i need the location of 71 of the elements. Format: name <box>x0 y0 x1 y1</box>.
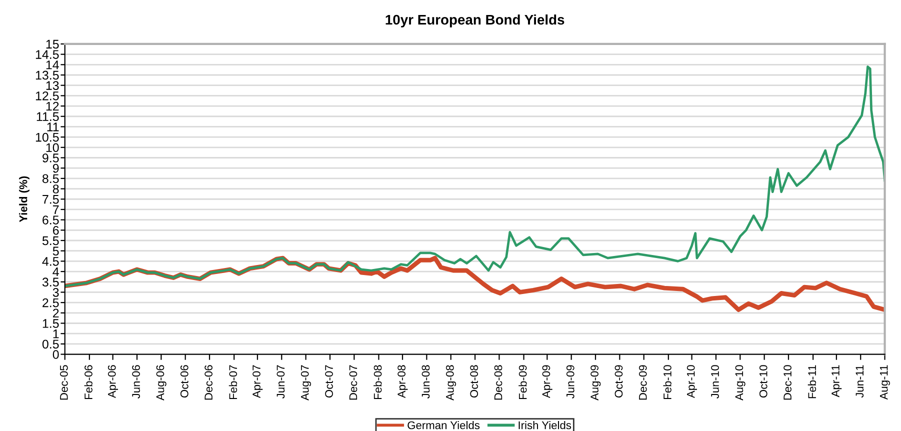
x-tick-label: Jun-07 <box>276 365 285 398</box>
y-tick-label: 14 <box>46 60 59 70</box>
x-tick-label: Jun-11 <box>856 365 864 398</box>
y-tick-label: 5.5 <box>42 236 59 246</box>
x-tick-label: Apr-06 <box>108 365 118 398</box>
y-tick-label: 10 <box>46 143 59 152</box>
y-tick-label: 6 <box>53 226 59 235</box>
y-tick-label: 2 <box>52 308 59 318</box>
y-tick-label: 15 <box>46 40 59 49</box>
x-tick-label: Aug-07 <box>300 365 311 401</box>
x-tick-label: Oct-08 <box>470 365 478 398</box>
y-tick-label: 11 <box>47 122 59 132</box>
x-tick-label: Aug-11 <box>880 365 890 400</box>
y-tick-label: 1 <box>53 330 59 338</box>
y-tick-label: 0 <box>52 350 59 359</box>
chart-title: 10yr European Bond Yields <box>386 14 564 28</box>
x-tick-label: Apr-07 <box>252 365 263 398</box>
y-tick-label: 4 <box>52 267 59 276</box>
x-tick-label: Feb-09 <box>518 365 527 399</box>
y-tick-label: 7.5 <box>42 195 59 204</box>
x-tick-label: Feb-07 <box>228 365 238 399</box>
x-tick-label: Apr-11 <box>832 365 842 398</box>
x-tick-label: Dec-05 <box>60 365 68 400</box>
y-tick-label: 11.5 <box>36 112 59 122</box>
y-tick-label: 14.5 <box>36 50 59 59</box>
y-tick-label: 13.5 <box>36 70 59 80</box>
y-tick-label: 9.5 <box>42 154 59 162</box>
x-tick-label: Oct-07 <box>325 365 333 398</box>
x-tick-label: Dec-07 <box>349 365 358 400</box>
y-axis-title: Yield (%) <box>19 176 30 222</box>
legend-label: German Yields <box>408 421 480 430</box>
y-tick-label: 12.5 <box>36 91 59 100</box>
y-tick-label: 4.5 <box>42 257 59 266</box>
y-tick-label: 0.5 <box>42 340 59 349</box>
y-tick-label: 13 <box>46 81 59 90</box>
y-tick-label: 8.5 <box>42 174 59 184</box>
x-tick-label: Jun-06 <box>132 365 140 398</box>
line-series <box>64 66 885 288</box>
x-tick-label: Dec-06 <box>204 365 212 400</box>
y-tick-label: 3.5 <box>42 278 59 287</box>
legend-label: Irish Yields <box>518 421 572 430</box>
y-tick-label: 8 <box>52 184 59 194</box>
y-tick-label: 5 <box>52 246 59 256</box>
x-tick-label: Feb-11 <box>808 365 816 398</box>
x-tick-label: Oct-10 <box>759 365 768 398</box>
y-tick-label: 10.5 <box>36 132 59 142</box>
x-tick-label: Jun-09 <box>566 365 574 398</box>
x-tick-label: Jun-10 <box>711 365 719 398</box>
x-tick-label: Feb-06 <box>84 365 92 399</box>
x-tick-label: Dec-10 <box>784 365 792 400</box>
x-tick-label: Aug-08 <box>446 365 456 401</box>
x-tick-label: Aug-06 <box>156 365 166 401</box>
x-tick-label: Apr-10 <box>686 365 697 398</box>
y-tick-label: 7 <box>53 205 59 214</box>
x-tick-label: Feb-10 <box>663 365 672 399</box>
x-tick-label: Apr-09 <box>542 365 552 398</box>
y-tick-label: 2.5 <box>42 298 59 308</box>
y-tick-label: 1.5 <box>42 319 59 328</box>
x-tick-label: Aug-10 <box>735 365 746 401</box>
x-tick-label: Feb-08 <box>374 365 382 399</box>
x-tick-label: Aug-09 <box>590 365 601 401</box>
y-tick-label: 12 <box>46 102 59 111</box>
x-tick-label: Dec-08 <box>494 365 502 400</box>
x-tick-label: Dec-09 <box>638 365 647 400</box>
x-tick-label: Oct-09 <box>614 365 623 398</box>
x-tick-label: Apr-08 <box>398 365 408 398</box>
y-tick-label: 9 <box>52 164 59 173</box>
x-tick-label: Jun-08 <box>422 365 430 398</box>
y-tick-label: 3 <box>52 288 59 297</box>
y-tick-label: 6.5 <box>42 216 59 224</box>
x-tick-label: Oct-06 <box>180 365 188 398</box>
